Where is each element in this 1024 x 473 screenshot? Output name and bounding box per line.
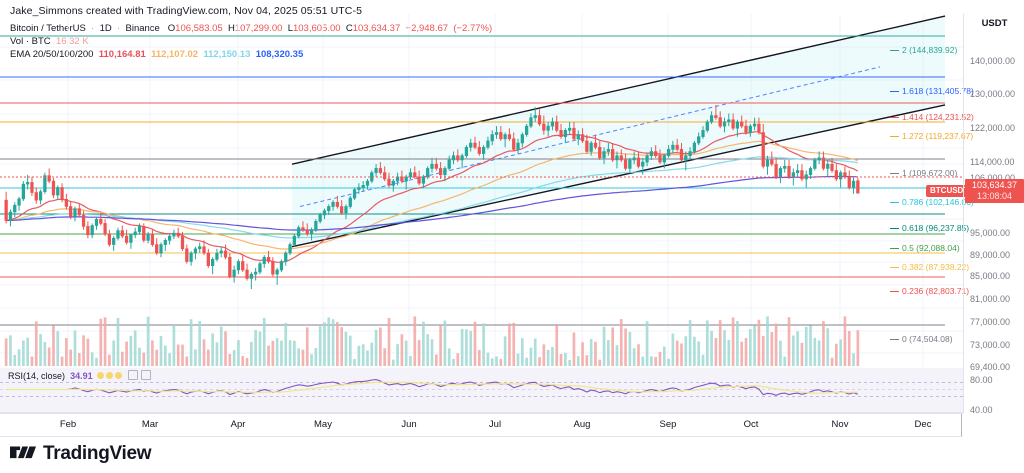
rsi-hide-icon[interactable] xyxy=(140,370,151,380)
rsi-params: (14, close) xyxy=(23,371,66,381)
time-tick-label: May xyxy=(314,419,332,430)
price-tick-label: 114,000.00 xyxy=(970,157,1015,167)
candlestick-chart[interactable] xyxy=(0,14,963,368)
legend-close-value: 103,634.37 xyxy=(352,23,401,34)
rsi-indicator-pane[interactable]: RSI(14, close) 34.91 xyxy=(0,368,963,413)
current-price-label: 103,634.37 13:08:04 xyxy=(965,179,1024,203)
attribution-text: Jake_Simmons created with TradingView.co… xyxy=(10,5,363,17)
time-tick-label: Sep xyxy=(659,419,677,430)
rsi-color-dot-1 xyxy=(97,372,105,379)
tradingview-mark-icon xyxy=(10,446,36,458)
symbol-price-tag: BTCUSDT xyxy=(926,185,973,197)
fib-level-label: 1.618 (131,405.78) xyxy=(890,86,974,96)
fib-level-label: 1.272 (119,237.67) xyxy=(890,131,973,141)
legend-interval[interactable]: 1D xyxy=(99,23,112,34)
price-tick-label: 73,000.00 xyxy=(970,340,1011,350)
price-chart-pane[interactable] xyxy=(0,14,963,368)
time-tick-label: Feb xyxy=(59,419,77,430)
time-tick-label: Nov xyxy=(831,419,849,430)
fib-level-label: 0.382 (87,938.22) xyxy=(890,262,969,272)
rsi-name[interactable]: RSI xyxy=(8,371,24,381)
legend-ema100-value: 112,150.13 xyxy=(203,49,251,60)
fib-level-label: 1.414 (124,231.52) xyxy=(890,112,974,122)
time-tick-label: Aug xyxy=(573,419,591,430)
legend-volume-label[interactable]: Vol · BTC xyxy=(10,36,51,47)
price-tick-label: 69,400.00 xyxy=(970,362,1011,372)
legend-open-value: 106,583.05 xyxy=(175,23,223,34)
tradingview-logo: TradingView xyxy=(10,443,152,465)
price-axis-title: USDT xyxy=(981,18,1008,29)
legend-volume-row: Vol · BTC 16.32 K xyxy=(10,35,492,48)
fib-level-label: 0.236 (82,803.71) xyxy=(890,286,969,296)
price-tick-label: 106,000.00 xyxy=(970,173,1016,183)
legend-ema-row: EMA 20/50/100/200 110,164.81 112,107.02 … xyxy=(10,48,492,61)
price-tick-label: 40.00 xyxy=(970,405,993,415)
price-tick-label: 81,000.00 xyxy=(970,294,1011,304)
rsi-color-dot-2 xyxy=(106,372,114,379)
fib-level-label: 2 (144,839.92) xyxy=(890,45,957,55)
rsi-color-dot-3 xyxy=(115,372,123,379)
price-tick-label: 130,000.00 xyxy=(970,89,1016,99)
legend-ema50-value: 112,107.02 xyxy=(151,49,199,60)
price-tick-label: 77,000.00 xyxy=(970,317,1011,327)
price-tick-label: 140,000.00 xyxy=(970,56,1016,66)
price-axis[interactable]: USDT 140,000.00 130,000.00 122,000.00 114,0… xyxy=(963,14,1024,415)
legend-ema20-value: 110,164.81 xyxy=(98,49,146,60)
rsi-plot xyxy=(0,368,963,413)
fib-level-label: 0 (74,504.08) xyxy=(890,334,953,344)
legend-symbol[interactable]: Bitcoin / TetherUS xyxy=(10,23,86,34)
tradingview-wordmark: TradingView xyxy=(43,443,152,464)
time-tick-label: Oct xyxy=(743,419,759,430)
rsi-settings-icon[interactable] xyxy=(127,370,138,380)
price-tick-label: 80.00 xyxy=(970,375,993,385)
legend-open-label: O xyxy=(167,23,176,34)
price-tick-label: 95,000.00 xyxy=(970,228,1011,238)
rsi-legend: RSI(14, close) 34.91 xyxy=(8,369,151,381)
legend-ema-label[interactable]: EMA 20/50/100/200 xyxy=(10,49,94,60)
time-tick-label: Mar xyxy=(141,419,159,430)
current-price-value: 103,634.37 xyxy=(971,180,1018,190)
legend-change-pct: (−2.77%) xyxy=(453,23,493,34)
legend-high-value: 107,299.00 xyxy=(234,23,283,34)
legend-high-label: H xyxy=(227,23,235,34)
legend-change: −2,948.67 xyxy=(405,23,449,34)
time-tick-label: Apr xyxy=(230,419,246,430)
fib-level-label: 0.618 (96,237.85) xyxy=(890,223,969,233)
fib-level-label: 0.786 (102,146.06) xyxy=(890,197,974,207)
chart-legend: Bitcoin / TetherUS · 1D · Binance O106,5… xyxy=(10,22,492,61)
legend-low-value: 103,605.00 xyxy=(292,23,341,34)
fib-level-label: 1 (109,672.00) xyxy=(890,168,957,178)
legend-close-label: C xyxy=(345,23,353,34)
legend-low-label: L xyxy=(287,23,293,34)
legend-exchange[interactable]: Binance xyxy=(125,23,160,34)
price-tick-label: 122,000.00 xyxy=(970,123,1016,133)
time-tick-label: Dec xyxy=(914,419,932,430)
legend-ohlc-row: Bitcoin / TetherUS · 1D · Binance O106,5… xyxy=(10,23,493,34)
time-tick-label: Jul xyxy=(488,419,502,430)
time-axis[interactable]: Feb Mar Apr May Jun Jul Aug Sep Oct Nov Dec xyxy=(0,413,963,437)
legend-ema200-value: 108,320.35 xyxy=(255,49,304,60)
price-tick-label: 85,000.00 xyxy=(970,271,1011,281)
fib-level-label: 0.5 (92,088.04) xyxy=(890,243,960,253)
time-axis-separator xyxy=(961,414,962,436)
legend-volume-value: 16.32 K xyxy=(55,36,89,47)
price-tick-label: 89,000.00 xyxy=(970,250,1011,260)
current-price-time: 13:08:04 xyxy=(976,191,1013,201)
rsi-value: 34.91 xyxy=(70,371,93,381)
time-tick-label: Jun xyxy=(401,419,417,430)
